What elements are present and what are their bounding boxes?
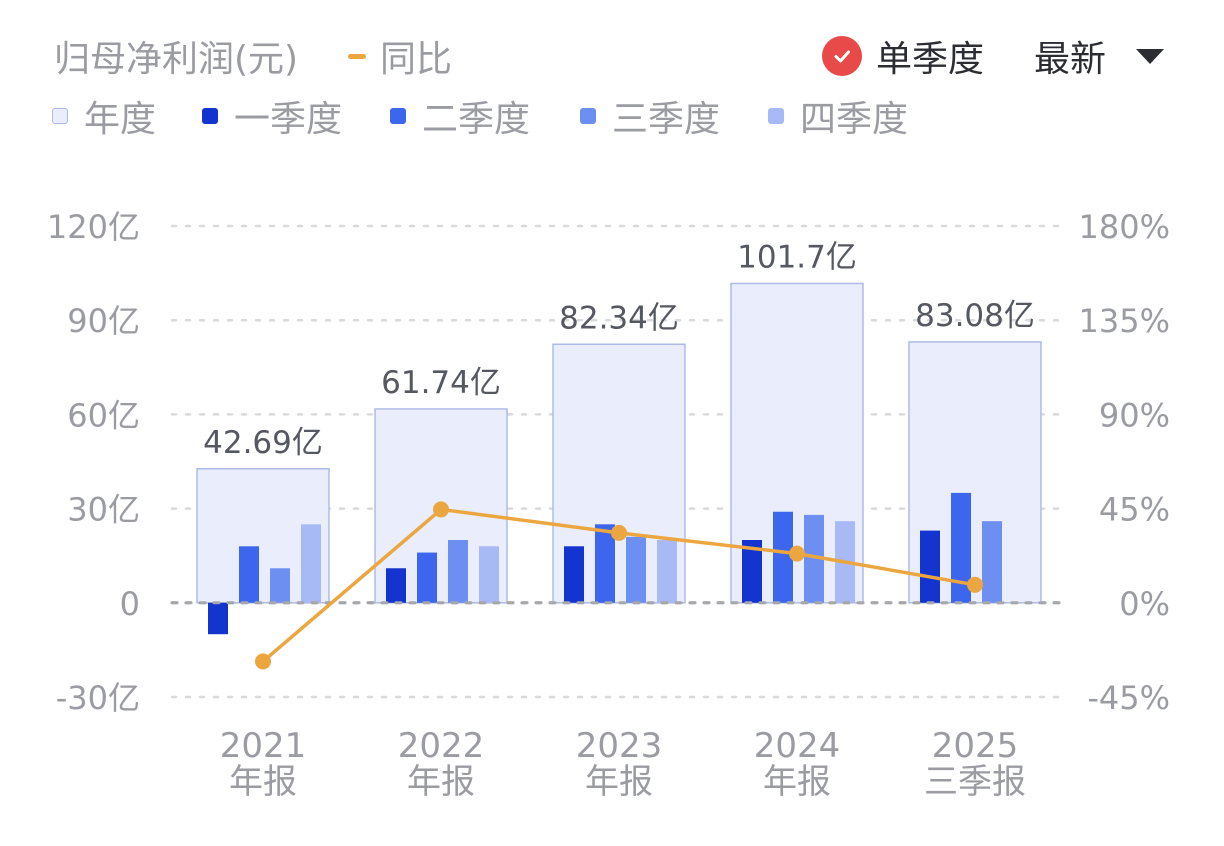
y-left-tick-label: 90亿 xyxy=(67,302,140,340)
x-tick-label-type: 年报 xyxy=(229,762,297,802)
y-left-tick-label: 30亿 xyxy=(67,491,140,529)
legend-item-annual[interactable]: 年度 xyxy=(52,90,156,142)
annual-value-label: 101.7亿 xyxy=(737,239,857,275)
x-tick-label-year: 2022 xyxy=(398,726,485,766)
chart-title: 归母净利润(元) xyxy=(54,39,299,80)
quarter-bar-q2 xyxy=(417,552,437,603)
yoy-point xyxy=(789,545,805,562)
yoy-point xyxy=(611,524,627,541)
quarter-bar-q2 xyxy=(595,524,615,603)
legend-label-q3: 三季度 xyxy=(612,99,721,140)
legend-label-q4: 四季度 xyxy=(800,99,909,140)
legend-swatch-q2 xyxy=(390,108,406,124)
quarter-bar-q2 xyxy=(773,511,793,603)
quarter-bar-q3 xyxy=(448,540,468,603)
y-right-tick-label: 0% xyxy=(1119,585,1170,623)
legend-swatch-q1 xyxy=(202,108,218,124)
quarter-bar-q4 xyxy=(657,540,677,603)
yoy-legend: 同比 xyxy=(348,30,452,82)
check-circle-icon[interactable] xyxy=(822,36,862,76)
y-left-tick-label: 120亿 xyxy=(47,208,140,246)
x-tick-label-type: 年报 xyxy=(763,762,831,802)
x-tick-label-year: 2021 xyxy=(220,726,307,766)
quarter-bar-q1 xyxy=(742,540,762,603)
annual-value-label: 42.69亿 xyxy=(203,425,323,461)
legend-item-q3[interactable]: 三季度 xyxy=(580,90,720,142)
x-tick-label-type: 年报 xyxy=(585,762,653,802)
yoy-point xyxy=(433,501,449,518)
quarter-bar-q3 xyxy=(270,568,290,603)
caret-down-icon[interactable] xyxy=(1136,48,1165,64)
latest-dropdown[interactable]: 最新 xyxy=(1034,30,1165,82)
yoy-legend-label: 同比 xyxy=(380,39,453,80)
legend-item-q2[interactable]: 二季度 xyxy=(390,90,530,142)
quarter-bar-q1 xyxy=(386,568,406,603)
quarter-bar-q3 xyxy=(804,514,824,603)
annual-value-label: 82.34亿 xyxy=(559,300,679,336)
legend-swatch-annual xyxy=(52,108,68,124)
x-tick-label-type: 年报 xyxy=(407,762,475,802)
y-left-tick-label: 0 xyxy=(120,585,140,623)
quarter-bar-q4 xyxy=(301,524,321,603)
y-right-tick-label: 45% xyxy=(1099,491,1170,529)
y-right-tick-label: 90% xyxy=(1099,396,1170,434)
yoy-point xyxy=(967,576,983,593)
y-right-tick-label: -45% xyxy=(1087,679,1170,717)
x-tick-label-year: 2025 xyxy=(932,726,1019,766)
quarter-bar-q4 xyxy=(479,546,499,603)
x-tick-label-type: 三季报 xyxy=(924,762,1026,802)
x-tick-label-year: 2023 xyxy=(576,726,663,766)
legend-swatch-q3 xyxy=(580,108,596,124)
quarter-bar-q3 xyxy=(982,521,1002,603)
yoy-point xyxy=(255,653,271,670)
quarter-bar-q1 xyxy=(920,530,940,603)
legend-item-q1[interactable]: 一季度 xyxy=(202,90,342,142)
quarter-bar-q2 xyxy=(239,546,259,603)
legend-label-annual: 年度 xyxy=(84,99,157,140)
annual-value-label: 61.74亿 xyxy=(381,365,501,401)
legend-label-q2: 二季度 xyxy=(422,99,531,140)
x-tick-label-year: 2024 xyxy=(754,726,841,766)
latest-label: 最新 xyxy=(1034,39,1107,80)
single-quarter-toggle[interactable]: 单季度 xyxy=(822,30,984,82)
y-left-tick-label: -30亿 xyxy=(56,679,140,717)
quarter-bar-q2 xyxy=(951,492,971,603)
y-right-tick-label: 135% xyxy=(1079,302,1170,340)
annual-value-label: 83.08亿 xyxy=(915,298,1035,334)
quarter-bar-q3 xyxy=(626,536,646,603)
y-right-tick-label: 180% xyxy=(1079,208,1170,246)
legend-label-q1: 一季度 xyxy=(234,99,343,140)
quarter-bar-q1 xyxy=(564,546,584,603)
legend-item-q4[interactable]: 四季度 xyxy=(768,90,908,142)
single-quarter-label: 单季度 xyxy=(876,39,985,80)
y-left-tick-label: 60亿 xyxy=(67,396,140,434)
legend-swatch-q4 xyxy=(768,108,784,124)
yoy-dash-icon xyxy=(348,53,366,59)
quarter-bar-q1 xyxy=(208,602,228,635)
